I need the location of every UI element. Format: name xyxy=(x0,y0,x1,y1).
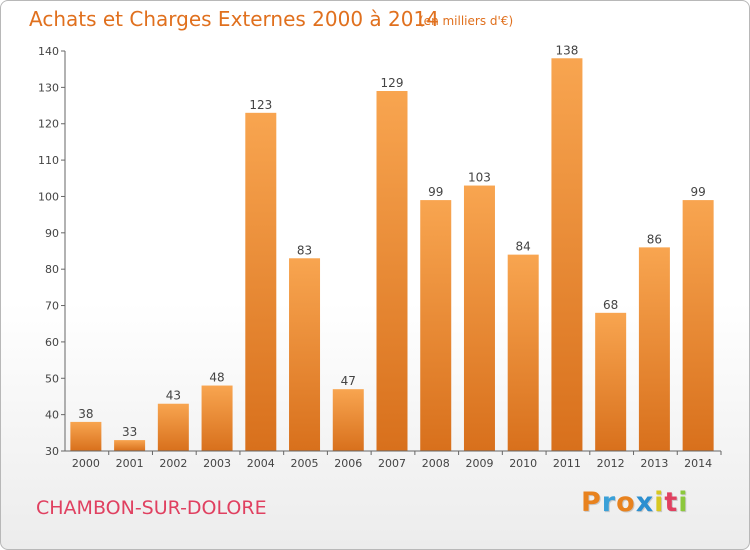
logo-letter: P xyxy=(581,487,602,518)
bar-value-label: 33 xyxy=(122,425,137,439)
bar-2012 xyxy=(595,312,627,451)
bar-value-label: 47 xyxy=(341,374,356,388)
x-tick-label: 2005 xyxy=(291,457,319,470)
bar-value-label: 103 xyxy=(468,171,491,185)
bar-2005 xyxy=(289,258,321,451)
y-tick-label: 80 xyxy=(45,263,59,276)
y-tick-label: 130 xyxy=(38,81,59,94)
bar-2014 xyxy=(682,200,714,451)
bar-value-label: 99 xyxy=(690,185,705,199)
x-tick-label: 2000 xyxy=(72,457,100,470)
x-tick-label: 2004 xyxy=(247,457,275,470)
x-tick-label: 2007 xyxy=(378,457,406,470)
bar-value-label: 83 xyxy=(297,243,312,257)
chart-title: Achats et Charges Externes 2000 à 2014 xyxy=(29,7,439,31)
x-tick-label: 2009 xyxy=(465,457,493,470)
y-tick-label: 120 xyxy=(38,118,59,131)
bar-value-label: 129 xyxy=(381,76,404,90)
y-tick-label: 50 xyxy=(45,372,59,385)
logo-letter: o xyxy=(616,487,636,518)
bar-2001 xyxy=(114,440,146,451)
bar-2007 xyxy=(376,91,408,451)
x-tick-label: 2008 xyxy=(422,457,450,470)
logo-letter: x xyxy=(635,487,655,518)
x-tick-label: 2003 xyxy=(203,457,231,470)
x-tick-label: 2002 xyxy=(159,457,187,470)
bar-value-label: 38 xyxy=(78,407,93,421)
x-tick-label: 2010 xyxy=(509,457,537,470)
chart-subtitle: (en milliers d'€) xyxy=(419,14,514,28)
y-tick-label: 60 xyxy=(45,336,59,349)
bar-value-label: 84 xyxy=(516,240,531,254)
y-tick-label: 110 xyxy=(38,154,59,167)
bar-value-label: 68 xyxy=(603,298,618,312)
city-name: CHAMBON-SUR-DOLORE xyxy=(36,497,267,519)
bar-value-label: 86 xyxy=(647,232,662,246)
x-tick-label: 2013 xyxy=(640,457,668,470)
bar-value-label: 43 xyxy=(166,389,181,403)
bar-2013 xyxy=(638,247,670,451)
logo-letter: t xyxy=(664,487,679,518)
y-tick-label: 40 xyxy=(45,409,59,422)
y-tick-label: 70 xyxy=(45,300,59,313)
y-tick-label: 100 xyxy=(38,190,59,203)
bar-2009 xyxy=(463,185,495,451)
bar-value-label: 48 xyxy=(209,371,224,385)
logo-letter: i xyxy=(678,487,689,518)
bar-2011 xyxy=(551,58,583,451)
bar-2002 xyxy=(157,403,189,451)
y-tick-label: 90 xyxy=(45,227,59,240)
logo-letter: i xyxy=(654,487,665,518)
bar-value-label: 123 xyxy=(249,98,272,112)
bar-2010 xyxy=(507,254,539,451)
bar-2006 xyxy=(332,389,364,451)
x-tick-label: 2014 xyxy=(684,457,712,470)
x-tick-label: 2006 xyxy=(334,457,362,470)
logo-letter: r xyxy=(601,487,617,518)
proxiti-logo[interactable]: Proxiti xyxy=(581,487,689,518)
bar-value-label: 138 xyxy=(555,43,578,57)
x-tick-label: 2012 xyxy=(597,457,625,470)
x-tick-label: 2001 xyxy=(116,457,144,470)
y-tick-label: 140 xyxy=(38,45,59,58)
y-tick-label: 30 xyxy=(45,445,59,458)
bar-2000 xyxy=(70,421,102,451)
bar-value-label: 99 xyxy=(428,185,443,199)
x-tick-label: 2011 xyxy=(553,457,581,470)
bar-2004 xyxy=(245,112,277,452)
bar-2003 xyxy=(201,385,233,451)
bar-2008 xyxy=(420,200,452,451)
